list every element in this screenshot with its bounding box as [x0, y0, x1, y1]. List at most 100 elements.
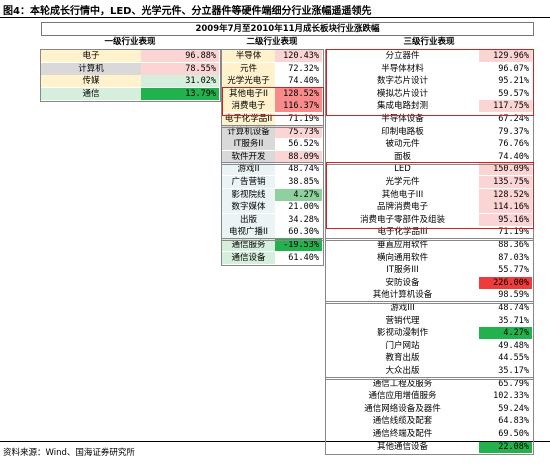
- level2-value: 56.52%: [275, 138, 322, 151]
- level3-row: 集成电路封测 117.75%: [326, 100, 532, 113]
- level2-row: 电视广播II 60.30%: [222, 226, 322, 239]
- level3-row: 通信工程及服务 65.79%: [326, 377, 532, 390]
- level2-value: 74.40%: [275, 75, 322, 88]
- level1-row: 通信 13.79%: [41, 87, 219, 100]
- level3-name: 面板: [326, 150, 479, 163]
- level3-name: 横向通用软件: [326, 251, 479, 264]
- level1-value: 96.88%: [141, 50, 219, 62]
- level3-name: 安防设备: [326, 276, 479, 289]
- level3-value: 64.83%: [479, 415, 532, 428]
- level3-header: 三级行业表现: [326, 36, 532, 50]
- level3-row: 分立器件 129.96%: [326, 50, 532, 62]
- level2-name: 数字媒体: [222, 201, 275, 214]
- level3-name: 品牌消费电子: [326, 201, 479, 214]
- level3-name: 被动元件: [326, 138, 479, 151]
- level3-name: 印制电路板: [326, 125, 479, 138]
- level3-row: 其他计算机设备 98.59%: [326, 289, 532, 302]
- level2-row: 游戏II 48.74%: [222, 163, 322, 176]
- source-note: 资料来源：Wind、国海证券研究所: [3, 448, 135, 458]
- level3-name: 电子化学品III: [326, 226, 479, 239]
- level3-row: 教育出版 44.55%: [326, 352, 532, 365]
- level3-name: 光学元件: [326, 176, 479, 188]
- level2-value: 21.00%: [275, 201, 322, 214]
- level3-value: 35.71%: [479, 314, 532, 327]
- level1-row: 电子 96.88%: [41, 50, 219, 62]
- level3-semis-box: [325, 49, 534, 166]
- level3-row: 通信终端及配件 69.50%: [326, 428, 532, 440]
- level3-value: 96.07%: [479, 62, 532, 75]
- level3-row: 消费电子零部件及组装 95.16%: [326, 213, 532, 226]
- level3-media-box: [325, 301, 534, 380]
- level1-group-box: [40, 49, 221, 103]
- level1-value: 31.02%: [141, 75, 219, 88]
- level2-value: 38.85%: [275, 176, 322, 188]
- level3-value: 22.08%: [479, 440, 532, 453]
- level3-row: 通信网络设备及器件 59.24%: [326, 402, 532, 415]
- level3-value: 35.17%: [479, 365, 532, 377]
- level2-row: 通信服务 -19.53%: [222, 239, 322, 251]
- level3-value: 79.37%: [479, 125, 532, 138]
- level3-row: 数字芯片设计 95.21%: [326, 75, 532, 88]
- level1-header: 一级行业表现: [41, 36, 219, 50]
- level2-name: 游戏II: [222, 163, 275, 176]
- level2-value: 120.43%: [275, 50, 322, 62]
- level2-value: 116.37%: [275, 100, 322, 113]
- level2-name: 通信设备: [222, 251, 275, 264]
- level3-name: LED: [326, 163, 479, 176]
- level3-row: 半导体设备 67.24%: [326, 113, 532, 125]
- level3-row: 其他电子III 128.52%: [326, 188, 532, 201]
- level2-name: 广告营销: [222, 176, 275, 188]
- level3-value: 59.24%: [479, 402, 532, 415]
- level3-row: 半导体材料 96.07%: [326, 62, 532, 75]
- level2-value: 128.52%: [275, 87, 322, 100]
- level3-name: 消费电子零部件及组装: [326, 213, 479, 226]
- level2-value: 34.28%: [275, 213, 322, 226]
- level3-optical-box: [325, 162, 534, 241]
- level3-row: 光学元件 135.75%: [326, 176, 532, 188]
- level3-row: 其他通信设备 22.08%: [326, 440, 532, 453]
- level3-value: 102.33%: [479, 390, 532, 403]
- level3-value: 88.36%: [479, 239, 532, 251]
- level3-value: 4.27%: [479, 327, 532, 340]
- level1-value: 13.79%: [141, 87, 219, 100]
- level2-value: 75.73%: [275, 125, 322, 138]
- level3-name: 数字芯片设计: [326, 75, 479, 88]
- level3-value: 87.03%: [479, 251, 532, 264]
- level3-row: 通信线缆及配套 64.83%: [326, 415, 532, 428]
- level2-value: -19.53%: [275, 239, 322, 251]
- level3-telecom-box: [325, 376, 534, 456]
- level3-name: 其他计算机设备: [326, 289, 479, 302]
- level3-value: 128.52%: [479, 188, 532, 201]
- level2-row: 软件开发 88.09%: [222, 150, 322, 163]
- level2-row: 元件 72.32%: [222, 62, 322, 75]
- level1-row: 计算机 78.55%: [41, 62, 219, 75]
- level2-row: 光学光电子 74.40%: [222, 75, 322, 88]
- level2-value: 48.74%: [275, 163, 322, 176]
- level3-row: 模拟芯片设计 59.57%: [326, 87, 532, 100]
- level2-value: 4.27%: [275, 188, 322, 201]
- level2-name: 电视广播II: [222, 226, 275, 239]
- level2-name: 半导体: [222, 50, 275, 62]
- level2-row: 出版 34.28%: [222, 213, 322, 226]
- bottom-rule: [0, 441, 550, 442]
- level3-value: 69.50%: [479, 428, 532, 440]
- level2-row: 通信设备 61.40%: [222, 251, 322, 264]
- level3-row: LED 150.09%: [326, 163, 532, 176]
- level2-value: 71.19%: [275, 113, 322, 125]
- level3-value: 67.24%: [479, 113, 532, 125]
- level3-row: 门户网站 49.48%: [326, 339, 532, 352]
- level2-name: 通信服务: [222, 239, 275, 251]
- level2-value: 72.32%: [275, 62, 322, 75]
- level3-value: 49.48%: [479, 339, 532, 352]
- level1-value: 78.55%: [141, 62, 219, 75]
- level3-name: 其他通信设备: [326, 440, 479, 453]
- level2-row: IT服务II 56.52%: [222, 138, 322, 151]
- level1-name: 电子: [41, 50, 141, 62]
- level2-electronics-box: [221, 49, 324, 128]
- level3-computer-box: [325, 238, 534, 304]
- level3-value: 114.16%: [479, 201, 532, 214]
- level3-value: 95.16%: [479, 213, 532, 226]
- level3-value: 76.76%: [479, 138, 532, 151]
- level3-row: 通信应用增值服务 102.33%: [326, 390, 532, 403]
- level2-value: 88.09%: [275, 150, 322, 163]
